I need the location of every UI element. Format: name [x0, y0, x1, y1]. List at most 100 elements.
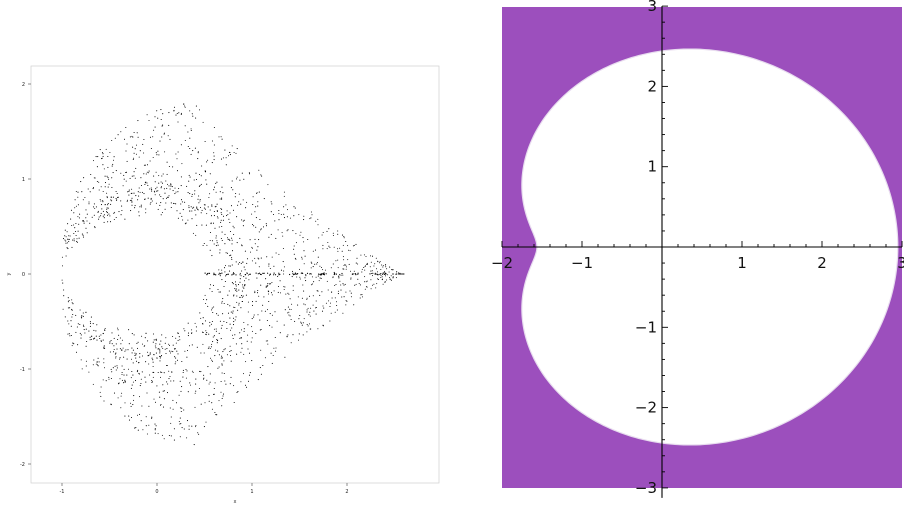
scatter-point [74, 207, 76, 209]
scatter-point [144, 337, 146, 339]
scatter-point [107, 207, 109, 209]
scatter-point [133, 395, 135, 397]
scatter-point [188, 428, 190, 430]
scatter-point [331, 291, 333, 293]
scatter-point [339, 247, 341, 249]
scatter-point [239, 296, 241, 298]
scatter-point [107, 177, 109, 179]
scatter-point [366, 286, 368, 288]
scatter-point [175, 342, 177, 344]
scatter-point [133, 157, 135, 159]
scatter-point [256, 249, 258, 251]
scatter-point [200, 317, 202, 319]
scatter-point [245, 207, 247, 209]
scatter-point [156, 110, 158, 112]
scatter-point [194, 406, 196, 408]
scatter-point [242, 261, 244, 263]
scatter-point [216, 242, 218, 244]
scatter-point [163, 390, 165, 392]
scatter-point [147, 355, 149, 357]
scatter-point [320, 274, 323, 276]
scatter-point [232, 312, 234, 314]
scatter-point [258, 295, 260, 297]
scatter-point [186, 437, 188, 439]
scatter-point [159, 140, 161, 142]
scatter-point [150, 197, 152, 199]
scatter-point [364, 269, 366, 271]
scatter-point [194, 147, 196, 149]
scatter-point [100, 212, 102, 214]
scatter-point [209, 240, 211, 241]
scatter-point [208, 197, 210, 198]
scatter-point [247, 301, 249, 303]
scatter-point [254, 238, 256, 240]
scatter-point [210, 223, 212, 225]
scatter-point [149, 188, 151, 190]
scatter-point [212, 341, 214, 343]
scatter-point [126, 143, 128, 145]
scatter-point [138, 187, 140, 189]
scatter-point [230, 254, 232, 256]
scatter-point [221, 231, 223, 233]
scatter-point [329, 305, 331, 308]
scatter-point [96, 361, 98, 363]
scatter-point [132, 381, 134, 383]
scatter-point [211, 359, 213, 361]
scatter-point [108, 376, 110, 378]
scatter-point [273, 272, 275, 274]
scatter-point [208, 383, 210, 385]
scatter-point [221, 405, 223, 407]
scatter-point [236, 148, 238, 150]
scatter-point [102, 379, 104, 381]
scatter-point [342, 256, 344, 258]
scatter-point [344, 264, 346, 266]
scatter-point [78, 223, 80, 225]
scatter-point [174, 348, 175, 350]
scatter-point [143, 138, 145, 141]
scatter-point [236, 391, 238, 394]
right-x-tick-label: −2 [491, 254, 513, 272]
left-y-tick-label: 0 [22, 272, 25, 278]
scatter-point [174, 193, 176, 195]
scatter-point [88, 203, 90, 205]
scatter-point [224, 243, 226, 245]
scatter-point [289, 217, 291, 219]
scatter-point [330, 312, 332, 314]
scatter-point [216, 216, 218, 218]
scatter-point [345, 240, 347, 243]
scatter-point [131, 175, 133, 177]
scatter-point [131, 135, 133, 137]
scatter-point [152, 371, 154, 373]
scatter-point [222, 298, 224, 300]
scatter-point [160, 404, 161, 406]
scatter-point [128, 194, 130, 196]
scatter-point [103, 214, 105, 216]
scatter-point [123, 178, 125, 180]
scatter-point [134, 380, 137, 382]
scatter-point [207, 159, 209, 161]
scatter-point [212, 222, 215, 224]
scatter-point [194, 190, 196, 192]
scatter-point [105, 148, 107, 150]
scatter-point [111, 332, 113, 334]
scatter-point [173, 428, 175, 430]
scatter-point [184, 350, 186, 352]
scatter-point [92, 383, 94, 385]
scatter-point [127, 191, 129, 193]
scatter-point [209, 373, 211, 375]
scatter-point [283, 324, 285, 326]
scatter-point [75, 205, 77, 207]
scatter-point [179, 417, 181, 419]
scatter-point [160, 186, 163, 188]
scatter-point [224, 149, 226, 151]
scatter-point [120, 172, 122, 174]
scatter-point [115, 343, 117, 345]
scatter-point [279, 280, 281, 282]
scatter-point [172, 190, 174, 192]
scatter-point [190, 129, 192, 132]
scatter-point [121, 371, 123, 374]
scatter-point [278, 253, 280, 255]
scatter-point [292, 334, 294, 336]
scatter-point [64, 229, 66, 231]
scatter-point [277, 229, 279, 231]
